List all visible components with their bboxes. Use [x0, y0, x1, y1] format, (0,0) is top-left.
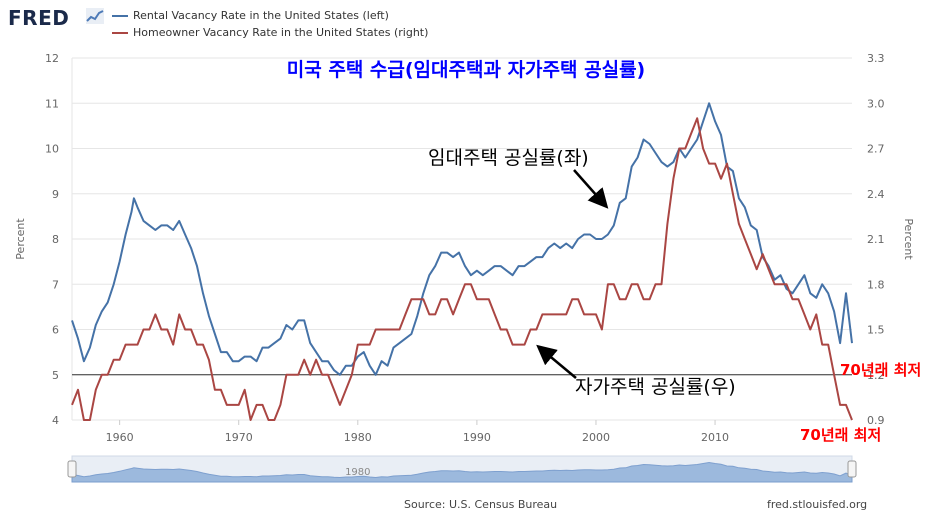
y-right-axis-title: Percent: [902, 218, 915, 260]
annotation-rental: 임대주택 공실률(좌): [428, 147, 589, 169]
x-tick-label: 1990: [463, 431, 491, 444]
y-right-tick-label: 3.3: [867, 52, 885, 65]
navigator-right-handle[interactable]: [847, 460, 857, 478]
x-tick-label: 1970: [225, 431, 253, 444]
source-note: Source: U.S. Census Bureau: [404, 498, 558, 511]
y-left-tick-label: 5: [52, 369, 59, 382]
series-line-rental: [71, 102, 853, 376]
y-left-tick-label: 6: [52, 324, 59, 337]
x-tick-label: 2010: [701, 431, 729, 444]
y-right-tick-label: 2.4: [867, 188, 885, 201]
y-right-tick-label: 2.7: [867, 143, 885, 156]
annotation-low-rental: 70년래 최저: [840, 361, 921, 379]
y-right-tick-label: 1.2: [867, 369, 885, 382]
navigator-area: [71, 461, 853, 483]
y-right-tick-label: 1.8: [867, 278, 885, 291]
y-right-tick-label: 3.0: [867, 97, 885, 110]
y-left-axis-title: Percent: [14, 218, 27, 260]
y-left-tick-label: 4: [52, 414, 59, 427]
grid-layer: [71, 57, 852, 421]
y-right-tick-label: 0.9: [867, 414, 885, 427]
site-link[interactable]: fred.stlouisfed.org: [767, 498, 868, 511]
legend-swatch-rental: [112, 14, 128, 17]
y-right-tick-label: 1.5: [867, 324, 885, 337]
y-left-tick-label: 8: [52, 233, 59, 246]
navigator-label: 1980: [345, 467, 370, 478]
chart-line-icon: [86, 8, 104, 24]
axis-layer: 4 0.9 5 1.2 6 1.5 7 1.8 8 2.1 9 2.4 10 2.7 11 3.0 12 3.3 1…: [14, 52, 915, 444]
series-line-homeowner: [71, 117, 853, 421]
y-left-tick-label: 12: [45, 52, 59, 65]
navigator-layer: 1980: [67, 455, 857, 483]
chart-title: 미국 주택 수급(임대주택과 자가주택 공실률): [287, 59, 645, 81]
x-tick-label: 1980: [344, 431, 372, 444]
y-right-tick-label: 2.1: [867, 233, 885, 246]
annotation-low-homeowner: 70년래 최저: [800, 426, 881, 444]
fred-logo: FRED: [8, 6, 70, 30]
y-left-tick-label: 9: [52, 188, 59, 201]
legend-label-rental: Rental Vacancy Rate in the United States…: [133, 9, 389, 22]
annotation-homeowner-arrow: [536, 344, 577, 379]
annotation-layer: 임대주택 공실률(좌) 자가주택 공실률(우) 70년래 최저 70년래 최저: [428, 147, 921, 444]
navigator-left-handle[interactable]: [67, 460, 77, 478]
legend-swatch-homeowner: [112, 31, 128, 34]
legend-item-rental[interactable]: Rental Vacancy Rate in the United States…: [112, 9, 389, 22]
legend-label-homeowner: Homeowner Vacancy Rate in the United Sta…: [133, 26, 429, 39]
annotation-homeowner: 자가주택 공실률(우): [575, 376, 736, 398]
x-tick-label: 1960: [106, 431, 134, 444]
y-left-tick-label: 11: [45, 97, 59, 110]
legend-item-homeowner[interactable]: Homeowner Vacancy Rate in the United Sta…: [112, 26, 428, 39]
y-left-tick-label: 7: [52, 278, 59, 291]
annotation-rental-arrow: [573, 169, 609, 209]
y-left-tick-label: 10: [45, 143, 59, 156]
x-tick-label: 2000: [582, 431, 610, 444]
series-layer: [71, 102, 853, 421]
